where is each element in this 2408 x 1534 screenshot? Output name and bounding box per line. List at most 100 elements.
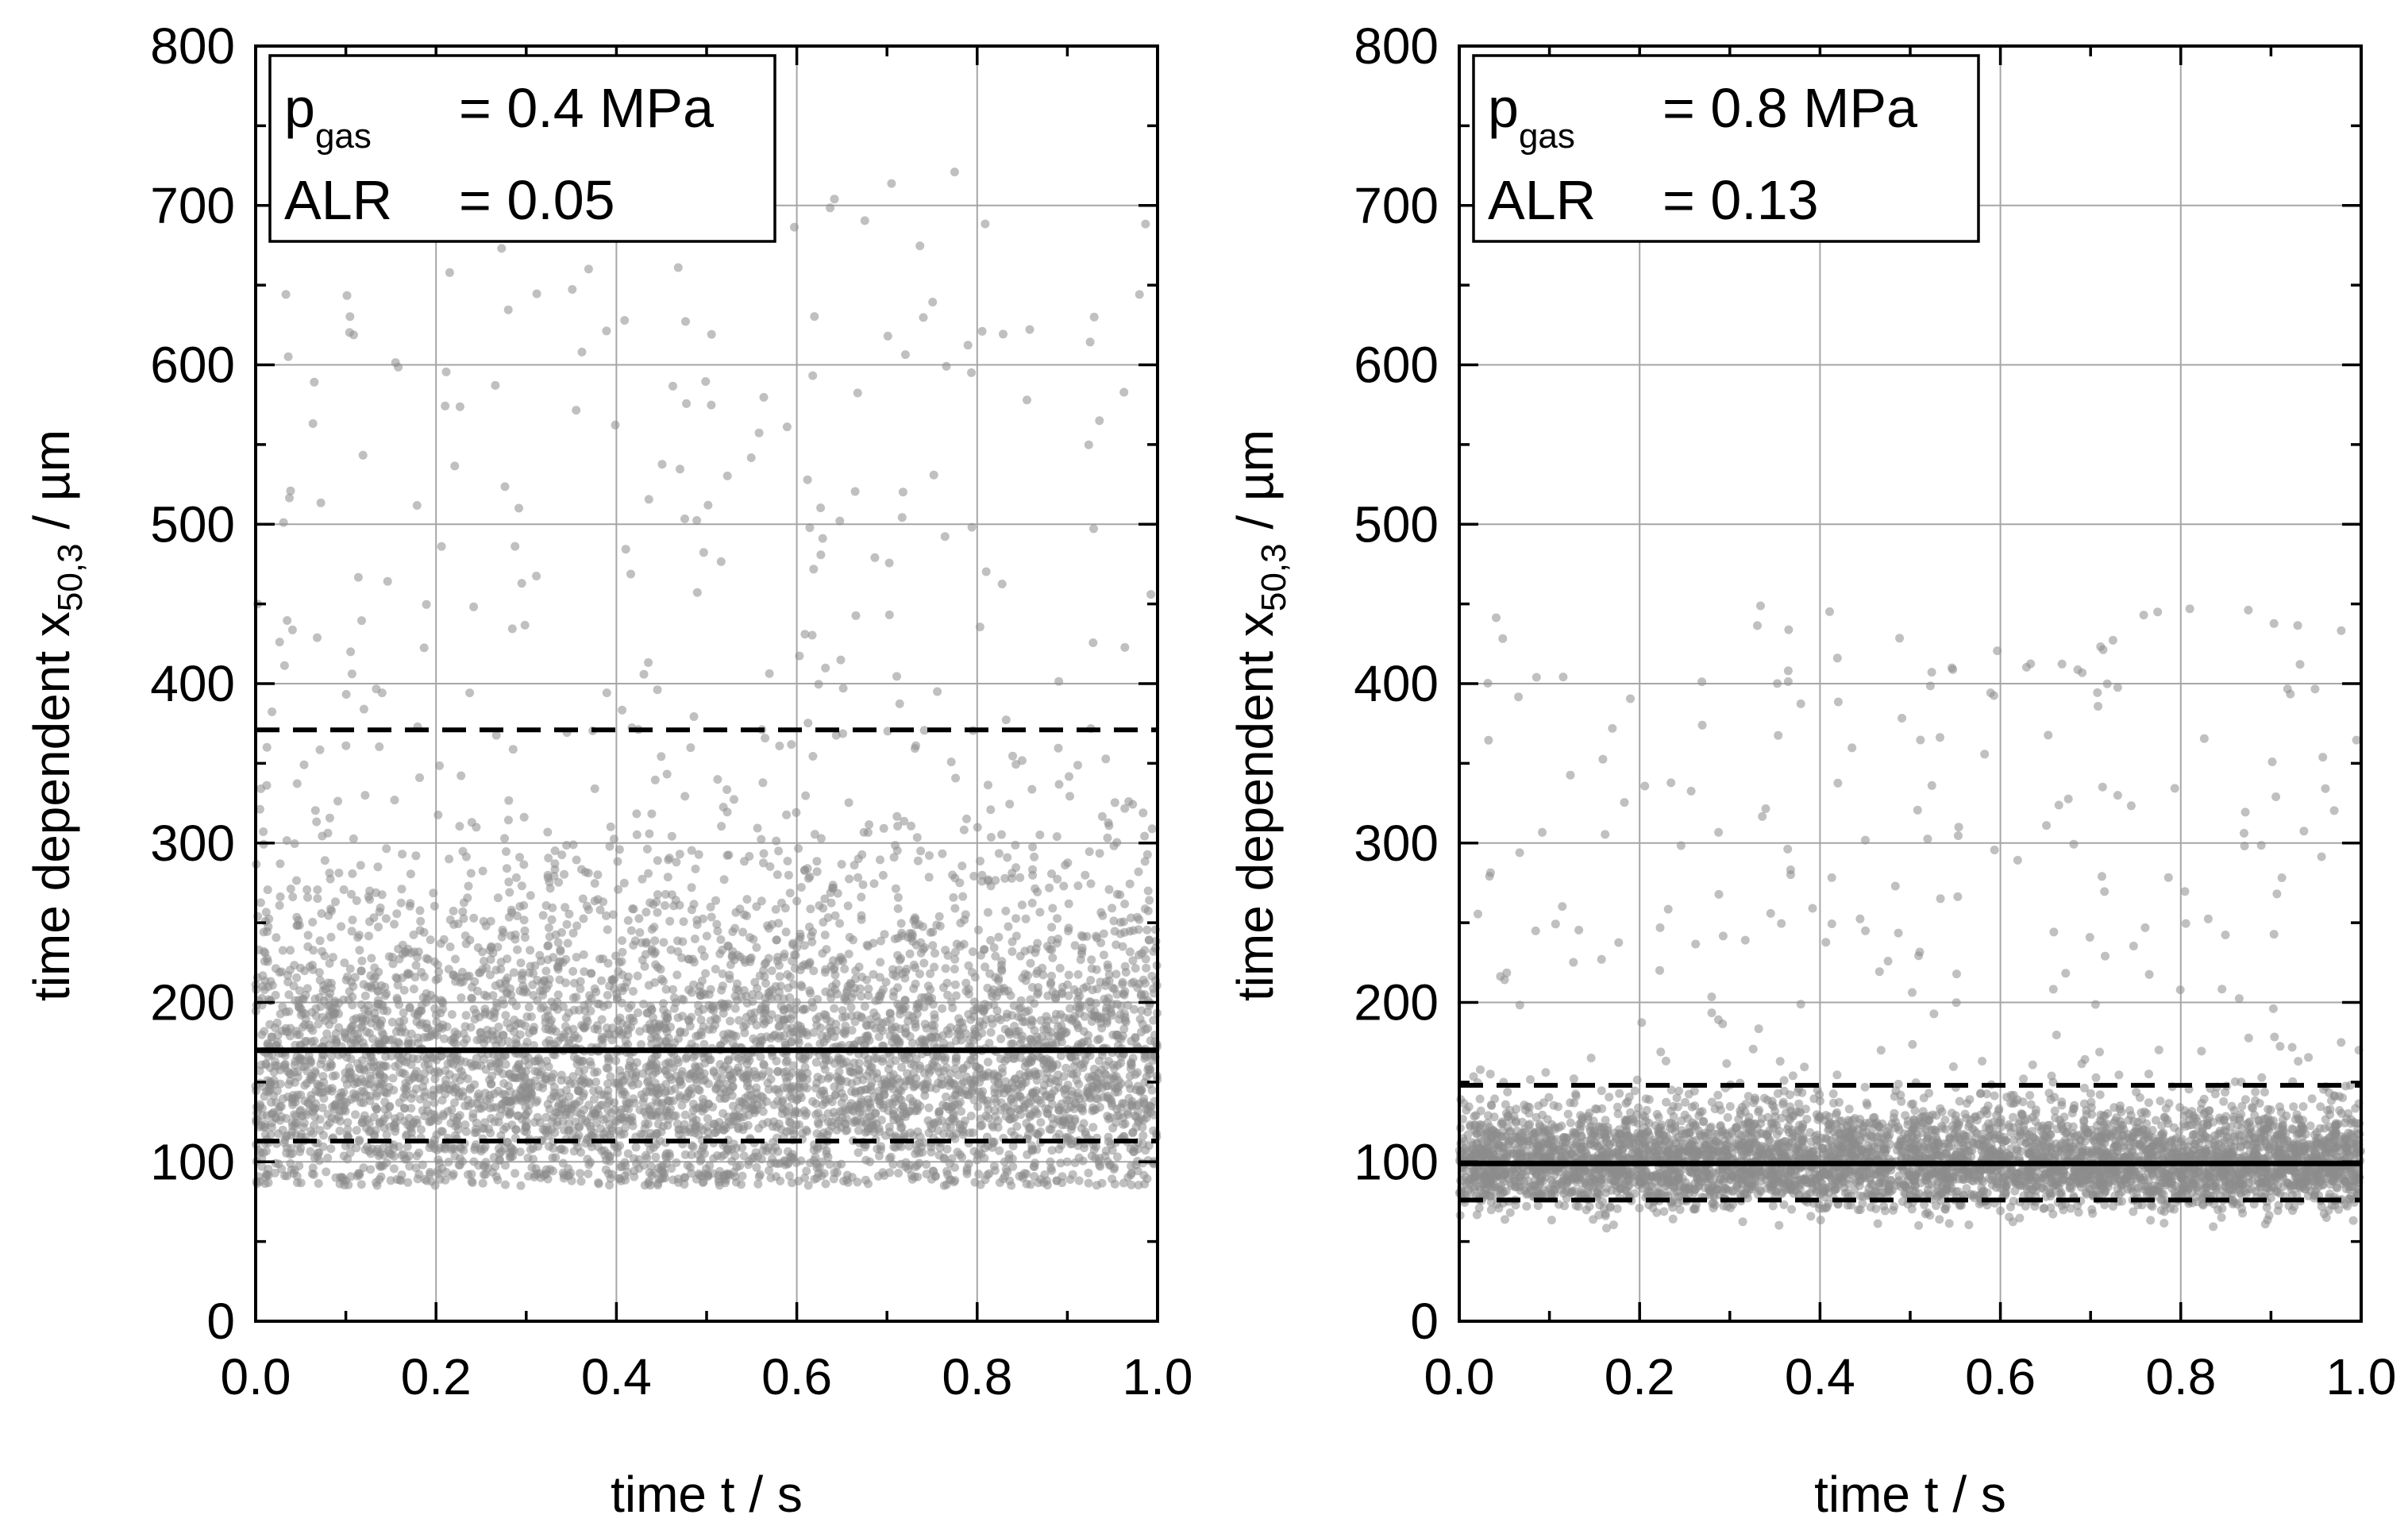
data-point (938, 849, 947, 858)
data-point (911, 940, 921, 950)
data-point (922, 1160, 931, 1170)
data-point (1054, 780, 1064, 789)
data-point (956, 942, 965, 951)
data-point (948, 870, 957, 880)
data-point (884, 610, 894, 619)
data-point (836, 655, 846, 665)
data-point (1065, 772, 1073, 781)
data-point (892, 672, 901, 681)
data-point (563, 1171, 572, 1181)
data-point (733, 979, 742, 989)
data-point (523, 1153, 533, 1162)
data-point (1095, 849, 1104, 858)
data-point (932, 920, 942, 930)
data-point (513, 945, 522, 954)
data-point (723, 1147, 733, 1156)
data-point (842, 985, 852, 995)
data-point (500, 1097, 510, 1106)
data-point (494, 1057, 503, 1066)
data-point (787, 1023, 796, 1033)
data-point (568, 928, 578, 938)
data-point (1024, 1099, 1034, 1108)
data-point (808, 1003, 818, 1012)
data-point (284, 990, 294, 1000)
data-point (659, 938, 668, 947)
data-point (458, 977, 468, 986)
data-point (1028, 1088, 1037, 1097)
data-point (832, 1168, 842, 1177)
data-point (757, 896, 766, 906)
data-point (422, 599, 431, 609)
data-point (328, 953, 337, 962)
data-point (699, 1177, 708, 1187)
data-point (863, 942, 873, 951)
data-point (590, 1024, 599, 1034)
data-point (430, 1098, 439, 1108)
data-point (857, 1013, 867, 1023)
data-point (1005, 1115, 1015, 1124)
data-point (641, 938, 651, 947)
data-point (950, 904, 960, 913)
data-point (792, 997, 801, 1007)
data-point (562, 919, 572, 929)
data-point (1046, 1093, 1055, 1103)
data-point (719, 1030, 728, 1039)
data-point (288, 1094, 298, 1104)
data-point (1108, 1000, 1117, 1009)
data-point (579, 914, 588, 923)
data-point (974, 1021, 984, 1031)
data-point (259, 827, 268, 836)
data-point (387, 1051, 396, 1061)
data-point (990, 1166, 1000, 1175)
data-point (403, 1142, 412, 1151)
data-point (657, 460, 667, 469)
data-point (383, 1089, 392, 1098)
data-point (1101, 977, 1111, 986)
data-point (860, 1002, 869, 1012)
data-point (784, 1158, 793, 1168)
data-point (777, 898, 786, 908)
data-point (796, 981, 806, 990)
data-point (1110, 798, 1119, 807)
data-point (519, 812, 529, 822)
data-point (605, 1181, 614, 1190)
data-point (1092, 931, 1101, 941)
data-point (694, 1130, 703, 1139)
data-point (328, 1071, 337, 1081)
data-point (312, 817, 322, 827)
data-point (358, 450, 368, 460)
data-point (606, 822, 615, 831)
data-point (1011, 1030, 1021, 1039)
data-point (639, 669, 649, 679)
data-point (634, 1008, 642, 1017)
data-point (556, 945, 565, 954)
data-point (928, 941, 938, 950)
data-point (893, 904, 903, 913)
data-point (707, 912, 716, 922)
data-point (543, 827, 553, 837)
data-point (519, 860, 529, 869)
data-point (488, 991, 498, 1000)
data-point (335, 1126, 345, 1135)
data-point (752, 942, 761, 952)
data-point (603, 991, 612, 1000)
data-point (999, 330, 1008, 339)
data-point (1027, 1147, 1037, 1156)
data-point (1008, 1162, 1018, 1171)
data-point (744, 1110, 753, 1120)
data-point (834, 956, 843, 965)
data-point (807, 630, 817, 640)
data-point (314, 1179, 323, 1188)
data-point (825, 1094, 834, 1104)
data-point (1073, 1092, 1081, 1101)
data-point (1139, 1097, 1148, 1107)
data-point (520, 620, 530, 630)
data-point (884, 558, 894, 568)
data-point (549, 1070, 558, 1079)
data-point (303, 942, 313, 951)
data-point (912, 1161, 922, 1170)
data-point (1052, 832, 1061, 842)
data-point (558, 1158, 568, 1168)
data-point (505, 888, 514, 897)
data-point (906, 1128, 915, 1138)
